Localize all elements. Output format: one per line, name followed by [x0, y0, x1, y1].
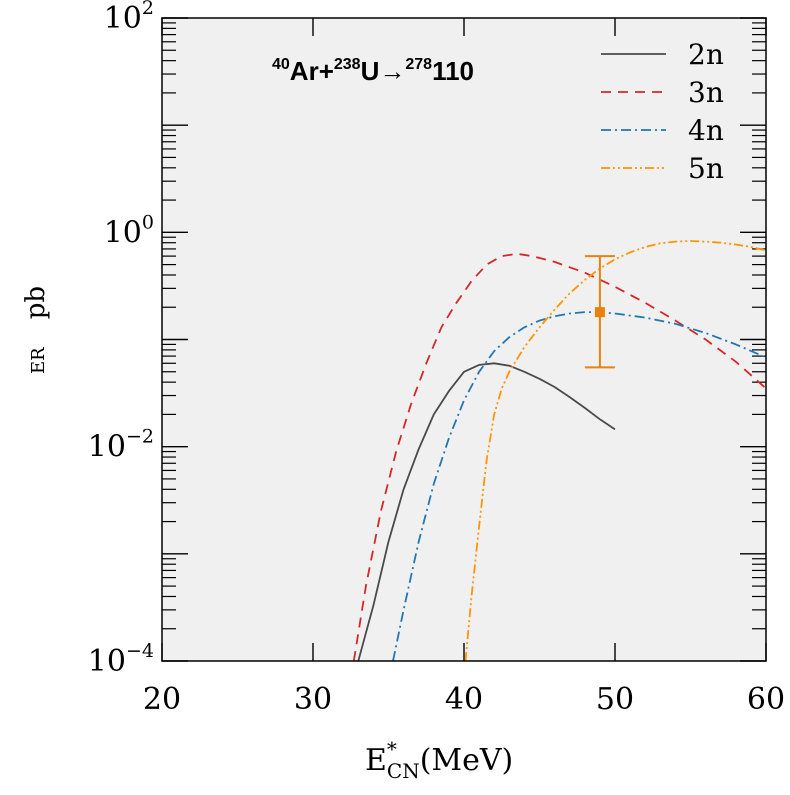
plot-frame — [161, 17, 767, 662]
x-axis-label: E* CN(MeV) — [365, 737, 513, 783]
series-line-4n — [392, 311, 766, 661]
legend-label-4n: 4n — [688, 114, 724, 147]
y-tick-exp: 2 — [142, 0, 154, 19]
title-mass-ar: 40 — [272, 56, 290, 73]
x-axis-ticks: 20 30 40 50 60 — [143, 18, 785, 717]
experimental-point-group — [584, 255, 615, 369]
x-tick-label: 60 — [747, 682, 785, 717]
y-tick-exp: −2 — [126, 426, 154, 448]
y-tick-label: 10−4 — [88, 640, 154, 679]
series-line-2n — [357, 362, 616, 661]
legend-label-3n: 3n — [688, 76, 724, 109]
legend-label-2n: 2n — [688, 38, 724, 71]
experimental-marker — [594, 307, 605, 318]
x-label-sup: * — [387, 737, 397, 761]
y-axis-label: ER pb — [21, 286, 51, 374]
x-label-main: E — [365, 743, 387, 778]
x-tick-label: 20 — [143, 682, 181, 717]
y-label-main: pb — [21, 286, 51, 319]
chart-title: 40Ar+238U→278110 — [272, 56, 474, 86]
y-tick-base: 10 — [104, 1, 142, 36]
title-mass-u: 238 — [334, 56, 361, 73]
title-u: U — [361, 56, 380, 86]
x-tick-label: 50 — [596, 682, 634, 717]
y-tick-label: 100 — [104, 211, 154, 250]
plot-area — [162, 18, 766, 661]
title-ar: Ar+ — [290, 56, 334, 86]
y-tick-exp: 0 — [142, 211, 154, 233]
y-tick-base: 10 — [104, 215, 142, 250]
y-minor-ticks — [162, 17, 766, 662]
series-line-3n — [352, 252, 766, 661]
y-tick-base: 10 — [88, 430, 126, 465]
svg-text:ERpb: ER pb — [21, 286, 51, 374]
series-line-5n — [464, 240, 766, 661]
y-tick-exp: −4 — [126, 640, 154, 662]
series-group — [352, 240, 766, 661]
legend-label-5n: 5n — [688, 152, 724, 185]
y-tick-label: 10−2 — [88, 426, 154, 465]
x-tick-label: 40 — [445, 682, 483, 717]
x-label-sub: CN — [387, 759, 420, 783]
x-label-unit: (MeV) — [420, 743, 514, 778]
legend: 2n 3n 4n 5n — [601, 38, 724, 185]
y-tick-base: 10 — [88, 644, 126, 679]
x-tick-label: 30 — [294, 682, 332, 717]
title-mass-ds: 278 — [405, 56, 432, 73]
title-ds: 110 — [432, 56, 474, 86]
y-label-sub: ER — [28, 347, 49, 374]
y-tick-label: 102 — [104, 0, 154, 36]
title-arrow: → — [379, 56, 405, 86]
